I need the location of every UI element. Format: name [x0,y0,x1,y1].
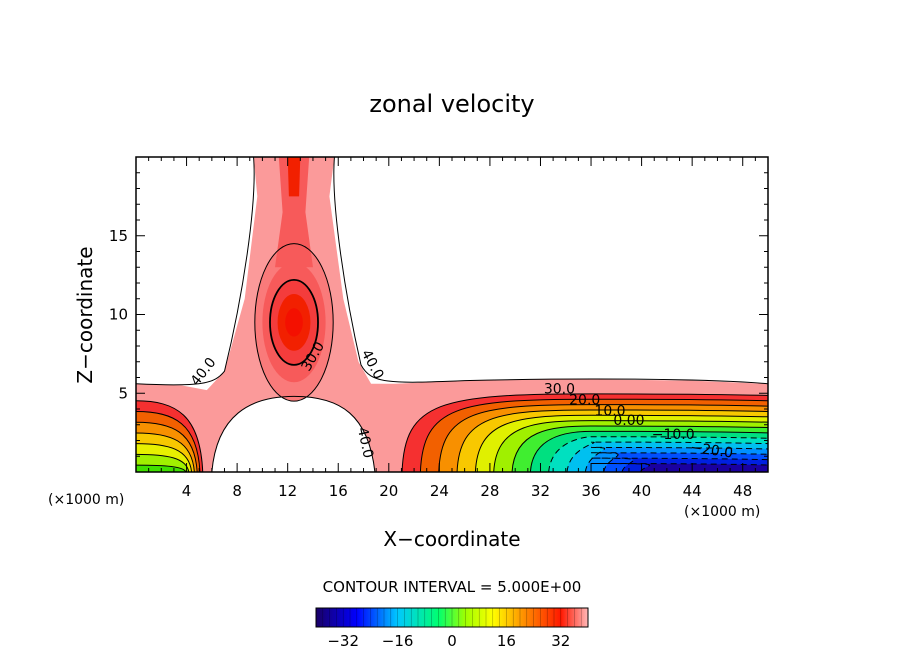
contour-label: 20.0 [569,392,600,408]
x-axis-label: X−coordinate [383,527,520,551]
contour-line [136,411,201,472]
contour-label: 40.0 [354,426,376,460]
contour-line [136,453,190,472]
contour-line [211,395,376,472]
contour-label: −20.0 [689,440,734,462]
contour-line [474,414,768,472]
contour-line [136,443,193,472]
contour-line [456,409,768,472]
contour-line [566,441,768,472]
contour-line [529,430,768,472]
contour-line [401,393,768,472]
contour-line [419,398,768,472]
y-tick-label: 5 [118,384,128,402]
colorbar-dividers [315,608,589,627]
contour-line [333,157,768,385]
contour-line [584,446,768,472]
contour-line [548,436,768,472]
contour-line [136,157,255,386]
contour-line [136,432,195,472]
x-tick-label: 40 [632,482,651,500]
y-ticks: 5 10 15 [109,172,768,457]
contour-label: 30.0 [544,381,575,397]
contour-line [136,421,198,472]
jet-band-14 [591,463,768,472]
contour-line [136,464,187,472]
contour-label: 10.0 [594,403,625,419]
contour-line [493,420,768,472]
contour-label: −10.0 [652,427,695,443]
x-unit-left: (×1000 m) [48,492,124,508]
x-tick-label: 8 [232,482,242,500]
colorbar-tick-label: −32 [327,632,359,650]
x-tick-label: 12 [278,482,297,500]
x-tick-label: 36 [581,482,600,500]
colorbar-tick-label: −16 [382,632,414,650]
contour-fields [136,157,768,472]
y-tick-label: 15 [109,227,128,245]
x-ticks: 4 8 12 16 20 24 28 32 36 40 44 48 [148,157,756,500]
x-tick-label: 24 [430,482,449,500]
chart-title: zonal velocity [369,90,534,118]
contour-line [438,404,768,472]
colorbar-tick-label: 16 [497,632,516,650]
contour-line [591,452,768,472]
contour-interval-note: CONTOUR INTERVAL = 5.000E+00 [323,578,582,596]
y-tick-label: 10 [109,306,128,324]
x-unit-right: (×1000 m) [684,504,760,520]
contour-line [511,425,768,472]
contour-labels: 40.0 30.0 40.040.030.020.010.00.00−10.0−20… [188,339,734,462]
x-tick-label: 4 [182,482,192,500]
contour-line [591,457,768,472]
neck-fill [275,157,313,268]
calm-region [211,396,375,472]
x-tick-label: 16 [329,482,348,500]
x-tick-label: 32 [531,482,550,500]
contour-label: 0.00 [613,413,644,429]
colorbar: −32 −16 0 16 32 [315,607,589,650]
core-fill-level-5 [285,308,303,337]
contour-line [136,400,204,472]
colorbar-tick-label: 0 [447,632,457,650]
contour-line [269,279,319,366]
colorbar-tick-label: 32 [551,632,570,650]
contour-line [254,243,334,402]
x-tick-label: 20 [379,482,398,500]
colorbar-ticks: −32 −16 0 16 32 [327,632,570,650]
x-tick-label: 44 [683,482,702,500]
x-tick-label: 28 [480,482,499,500]
x-tick-label: 48 [733,482,752,500]
neck-core-fill [287,157,301,197]
plot-area: 40.0 30.0 40.040.030.020.010.00.00−10.0−20… [109,156,769,500]
y-axis-label: Z−coordinate [73,246,97,383]
